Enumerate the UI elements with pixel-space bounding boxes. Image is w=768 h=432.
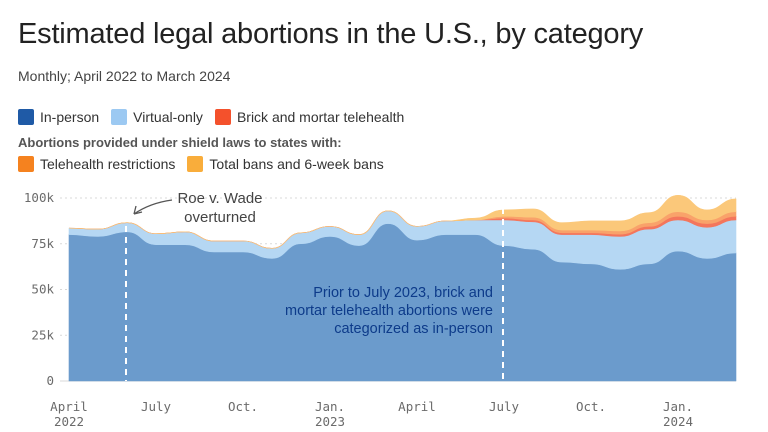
legend-categories: In-person Virtual-only Brick and mortar …	[18, 109, 416, 125]
chart-title: Estimated legal abortions in the U.S., b…	[18, 18, 644, 50]
legend-label-virtual-only: Virtual-only	[133, 109, 203, 125]
legend-swatch-virtual-only	[111, 109, 128, 125]
legend-item-virtual-only: Virtual-only	[111, 109, 203, 125]
x-tick-label: Jan.	[663, 399, 693, 414]
y-tick-label: 75k	[31, 236, 54, 251]
x-tick-label: July	[489, 399, 520, 414]
y-tick-label: 25k	[31, 327, 54, 342]
prior-annotation-line3: categorized as in-person	[334, 321, 493, 337]
prior-annotation-line1: Prior to July 2023, brick and	[313, 285, 493, 301]
x-tick-label: Oct.	[576, 399, 606, 414]
legend-shield: Telehealth restrictions Total bans and 6…	[18, 156, 396, 172]
legend-swatch-telehealth-restrictions	[18, 156, 34, 172]
legend-swatch-total-bans	[187, 156, 204, 172]
y-axis: 0 25k 50k 75k 100k	[24, 190, 55, 388]
x-tick-label: April	[398, 399, 436, 414]
x-tick-label: 2024	[663, 414, 693, 429]
y-tick-label: 100k	[24, 190, 55, 205]
roe-annotation-line1: Roe v. Wade	[177, 190, 262, 207]
roe-arrow-shaft	[133, 199, 173, 215]
y-tick-label: 0	[46, 373, 54, 388]
area-series-total-bans-and-6-week-bans	[68, 194, 737, 249]
legend-item-in-person: In-person	[18, 109, 99, 125]
roe-annotation-line2: overturned	[184, 209, 256, 226]
x-tick-label: Jan.	[315, 399, 345, 414]
x-tick-label: 2022	[54, 414, 84, 429]
legend-item-telehealth-restrictions: Telehealth restrictions	[18, 156, 175, 172]
y-tick-label: 50k	[31, 282, 54, 297]
prior-annotation-line2: mortar telehealth abortions were	[285, 303, 493, 319]
legend-shield-heading: Abortions provided under shield laws to …	[18, 135, 342, 150]
legend-item-brick-mortar: Brick and mortar telehealth	[214, 109, 405, 125]
legend-label-telehealth-restrictions: Telehealth restrictions	[40, 156, 176, 172]
x-tick-label: 2023	[315, 414, 345, 429]
legend-label-brick-mortar: Brick and mortar telehealth	[236, 109, 405, 125]
legend-item-total-bans: Total bans and 6-week bans	[187, 156, 384, 172]
x-tick-label: July	[141, 399, 172, 414]
x-tick-label: April	[50, 399, 88, 414]
legend-label-total-bans: Total bans and 6-week bans	[209, 156, 384, 172]
roe-arrow-head	[133, 205, 143, 215]
legend-swatch-in-person	[18, 109, 34, 125]
legend-swatch-brick-mortar	[214, 109, 231, 125]
x-tick-label: Oct.	[228, 399, 258, 414]
annotations: Roe v. Wade overturned Prior to July 202…	[125, 190, 504, 381]
chart-subtitle: Monthly; April 2022 to March 2024	[18, 68, 231, 84]
stacked-areas	[68, 194, 737, 382]
legend-label-in-person: In-person	[40, 109, 100, 125]
